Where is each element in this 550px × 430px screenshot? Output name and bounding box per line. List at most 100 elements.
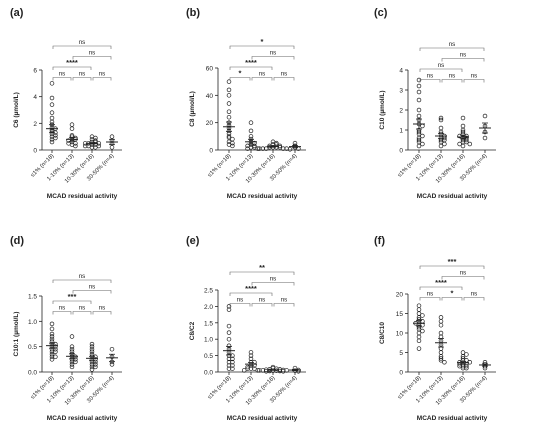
- data-point: [73, 359, 78, 365]
- significance-bracket: [441, 79, 463, 83]
- data-point: [248, 134, 254, 139]
- significance-label: ns: [438, 62, 445, 69]
- data-point: [49, 331, 55, 337]
- data-point: [260, 146, 266, 151]
- significance-bracket: [72, 77, 92, 81]
- data-point: [89, 145, 95, 150]
- y-tick-label: 2.5: [204, 288, 213, 295]
- data-point: [49, 110, 55, 115]
- significance-bracket: [273, 77, 295, 81]
- significance-label: ns: [270, 276, 277, 283]
- significance-bracket: [441, 58, 485, 62]
- y-axis-label: C10:1 (µmol/L): [13, 312, 20, 357]
- panel-label: (b): [186, 7, 200, 19]
- data-point: [49, 352, 55, 357]
- data-point: [248, 350, 254, 355]
- significance-label: *: [261, 37, 264, 46]
- data-point: [230, 353, 235, 358]
- significance-bracket: [419, 265, 485, 269]
- significance-bracket: [72, 290, 112, 294]
- data-point: [226, 114, 232, 120]
- significance-label: ****: [245, 58, 257, 67]
- y-tick-label: 1.5: [204, 320, 213, 327]
- significance-label: ****: [435, 278, 447, 287]
- y-tick-label: 40: [206, 93, 214, 100]
- significance-bracket: [229, 66, 273, 70]
- data-point: [89, 364, 95, 370]
- data-point: [416, 346, 422, 351]
- data-point: [416, 307, 422, 312]
- data-point: [257, 368, 262, 373]
- data-point: [420, 123, 425, 129]
- data-point: [89, 362, 95, 367]
- data-point: [457, 363, 462, 369]
- significance-label: ns: [460, 52, 467, 59]
- data-point: [49, 81, 55, 86]
- panel-label: (e): [186, 235, 200, 247]
- y-axis-label: C8/C2: [189, 321, 196, 340]
- significance-bracket: [419, 79, 441, 83]
- data-point: [93, 357, 98, 362]
- data-point: [420, 141, 425, 147]
- data-point: [460, 123, 466, 129]
- data-point: [49, 326, 55, 332]
- y-tick-label: 0: [399, 370, 403, 377]
- panel-label: (f): [374, 235, 385, 247]
- y-tick-label: 0.0: [28, 370, 37, 377]
- y-tick-label: 15: [396, 311, 404, 318]
- data-point: [438, 143, 444, 149]
- data-point: [460, 115, 466, 121]
- data-point: [93, 364, 98, 370]
- significance-label: ns: [259, 297, 266, 304]
- data-point: [464, 139, 469, 145]
- data-point: [464, 352, 469, 357]
- data-point: [416, 330, 422, 336]
- y-tick-label: 0: [399, 148, 403, 155]
- significance-bracket: [251, 282, 295, 286]
- significance-bracket: [251, 303, 273, 307]
- data-point: [460, 365, 466, 371]
- data-point: [226, 87, 232, 93]
- data-point: [267, 368, 272, 374]
- data-point: [230, 356, 235, 362]
- data-point: [263, 146, 269, 151]
- significance-bracket: [229, 77, 251, 81]
- data-point: [49, 349, 55, 354]
- significance-bracket: [229, 45, 295, 49]
- significance-label: ns: [59, 305, 66, 312]
- y-tick-label: 0.0: [204, 370, 213, 377]
- significance-label: ns: [270, 50, 277, 57]
- significance-label: ns: [99, 71, 106, 78]
- y-tick-label: 2: [33, 121, 37, 128]
- data-point: [416, 83, 422, 89]
- data-point: [464, 363, 469, 369]
- data-point: [255, 146, 261, 151]
- chart-panel-5: (e)0.00.51.01.52.02.5C8/C2≤1% (n=18)1-10…: [186, 235, 306, 422]
- data-point: [464, 137, 469, 143]
- data-point: [460, 129, 466, 135]
- significance-label: ns: [460, 270, 467, 277]
- significance-label: ***: [68, 292, 77, 301]
- data-point: [93, 145, 98, 150]
- data-point: [49, 357, 55, 362]
- data-point: [226, 101, 232, 106]
- y-axis-label: C8 (µmol/L): [189, 91, 196, 127]
- data-point: [245, 146, 250, 151]
- data-point: [296, 369, 301, 374]
- significance-label: ns: [281, 297, 288, 304]
- significance-label: *: [451, 289, 454, 298]
- data-point: [49, 354, 55, 360]
- data-point: [257, 146, 262, 151]
- data-point: [226, 307, 232, 312]
- data-point: [248, 366, 254, 371]
- data-point: [49, 119, 55, 125]
- data-point: [438, 330, 444, 336]
- data-point: [457, 141, 462, 147]
- significance-label: ns: [89, 284, 96, 291]
- data-point: [438, 358, 444, 363]
- data-point: [89, 344, 95, 349]
- significance-bracket: [419, 286, 463, 290]
- data-point: [416, 143, 422, 149]
